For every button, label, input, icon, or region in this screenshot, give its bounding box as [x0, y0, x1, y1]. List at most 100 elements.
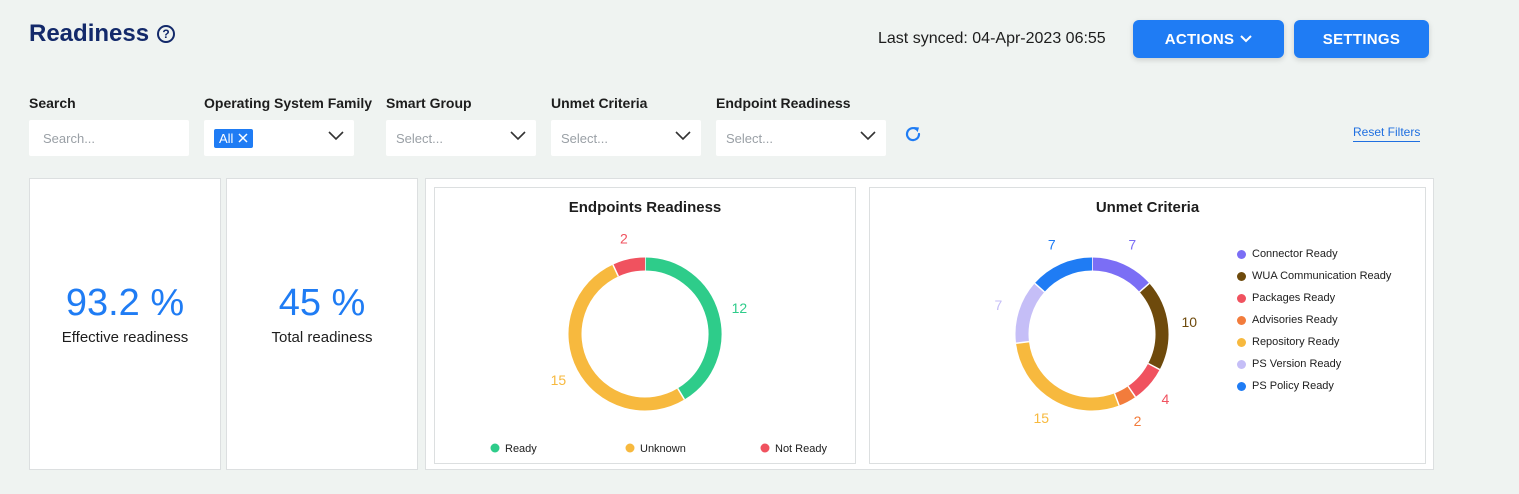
donut-value-label: 2 — [1134, 413, 1142, 429]
donut-slice-not-ready[interactable] — [612, 257, 646, 277]
legend-label: Not Ready — [775, 443, 827, 455]
donut-value-label: 7 — [1048, 237, 1056, 253]
slice-separator — [1034, 282, 1045, 293]
chevron-down-icon[interactable] — [675, 131, 691, 141]
donut-value-label: 4 — [1161, 391, 1169, 407]
endpoints-readiness-card: Endpoints Readiness 12 15 2 Ready Unknown Not… — [434, 187, 856, 464]
help-icon[interactable]: ? — [157, 25, 176, 43]
os-family-tag-label: All — [219, 130, 234, 146]
legend-dot — [1237, 359, 1246, 369]
chart-title: Endpoints Readiness — [568, 199, 722, 216]
settings-button[interactable]: SETTINGS — [1294, 20, 1429, 58]
endpoint-readiness-label: Endpoint Readiness — [716, 95, 851, 111]
search-placeholder: Search... — [43, 130, 96, 146]
legend-item-wua-communication-ready[interactable]: WUA Communication Ready — [1237, 270, 1391, 282]
legend-item-ps-version-ready[interactable]: PS Version Ready — [1237, 358, 1341, 370]
total-readiness-label: Total readiness — [271, 329, 373, 346]
slice-separator — [677, 388, 686, 400]
total-readiness-card: 45 % Total readiness — [226, 178, 418, 470]
search-label: Search — [29, 95, 76, 111]
legend-dot — [1237, 271, 1246, 281]
legend-item-repository-ready[interactable]: Repository Ready — [1237, 336, 1339, 348]
legend-dot — [1237, 293, 1246, 303]
charts-panel: Endpoints Readiness 12 15 2 Ready Unknown Not… — [425, 178, 1434, 470]
chart-title: Unmet Criteria — [1095, 199, 1200, 216]
donut-slice-packages-ready[interactable] — [1127, 363, 1160, 397]
search-input[interactable]: Search... — [29, 120, 189, 156]
page-header: Readiness ? — [29, 20, 176, 48]
donut-slice-advisories-ready[interactable] — [1114, 386, 1136, 406]
legend-label: Unknown — [640, 443, 686, 455]
legend-label: PS Policy Ready — [1252, 380, 1334, 392]
donut-value-label: 7 — [995, 297, 1003, 313]
os-family-tag[interactable]: All — [214, 128, 254, 148]
donut-value-label: 15 — [1034, 410, 1050, 426]
legend-label: Ready — [505, 443, 537, 455]
legend-label: PS Version Ready — [1252, 358, 1342, 370]
donut-slice-ps-version-ready[interactable] — [1015, 283, 1045, 344]
slice-separator — [1113, 393, 1120, 406]
legend-item-unknown[interactable]: Unknown — [625, 443, 686, 455]
legend-label: WUA Communication Ready — [1252, 270, 1392, 282]
actions-button[interactable]: ACTIONS — [1133, 20, 1284, 58]
endpoint-readiness-placeholder: Select... — [726, 130, 773, 146]
legend-item-connector-ready[interactable]: Connector Ready — [1237, 248, 1338, 260]
donut-slice-repository-ready[interactable] — [1016, 341, 1120, 411]
legend-dot — [625, 443, 635, 453]
legend-dot — [1237, 249, 1246, 259]
slice-separator — [1147, 362, 1161, 371]
legend-label: Packages Ready — [1252, 292, 1336, 304]
effective-readiness-label: Effective readiness — [61, 329, 189, 346]
donut-value-label: 7 — [1128, 237, 1136, 253]
unmet-criteria-card: Unmet Criteria 7 10 4 2 15 7 7 Connector Ready… — [869, 187, 1426, 464]
chevron-down-icon[interactable] — [860, 131, 876, 141]
chevron-down-icon[interactable] — [328, 131, 344, 141]
smart-group-placeholder: Select... — [396, 130, 443, 146]
unmet-criteria-placeholder: Select... — [561, 130, 608, 146]
donut-slice-ready[interactable] — [644, 257, 722, 400]
page-title: Readiness — [29, 20, 150, 47]
slice-separator — [1127, 385, 1137, 398]
unmet-criteria-select[interactable]: Select... — [551, 120, 701, 156]
donut-slice-unknown[interactable] — [568, 264, 685, 411]
unmet-criteria-donut: 7 10 4 2 15 7 7 — [995, 237, 1198, 429]
donut-value-label: 10 — [1181, 314, 1197, 330]
reset-filters-link[interactable]: Reset Filters — [1353, 125, 1421, 142]
legend-dot — [1237, 315, 1246, 325]
donut-value-label: 2 — [620, 230, 628, 246]
effective-readiness-value: 93.2 % — [65, 282, 185, 324]
last-synced-text: Last synced: 04-Apr-2023 06:55 — [878, 30, 1106, 47]
donut-slice-ps-policy-ready[interactable] — [1034, 257, 1093, 293]
smart-group-select[interactable]: Select... — [386, 120, 536, 156]
slice-separator — [1015, 340, 1030, 344]
legend-item-advisories-ready[interactable]: Advisories Ready — [1237, 314, 1338, 326]
os-family-select[interactable]: All — [204, 120, 354, 156]
donut-value-label: 12 — [732, 300, 748, 316]
slice-separator — [1139, 282, 1150, 293]
legend-item-ps-policy-ready[interactable]: PS Policy Ready — [1237, 380, 1334, 392]
legend-dot — [490, 443, 500, 453]
legend-label: Connector Ready — [1252, 248, 1338, 260]
legend-label: Repository Ready — [1252, 336, 1340, 348]
legend-dot — [1237, 337, 1246, 347]
close-icon[interactable] — [238, 133, 248, 143]
endpoint-readiness-select[interactable]: Select... — [716, 120, 886, 156]
slice-separator — [612, 264, 620, 277]
legend-item-ready[interactable]: Ready — [490, 443, 538, 455]
unmet-criteria-label: Unmet Criteria — [551, 95, 648, 111]
total-readiness-value: 45 % — [278, 282, 366, 324]
refresh-icon[interactable] — [903, 124, 923, 144]
effective-readiness-card: 93.2 % Effective readiness — [29, 178, 221, 470]
chevron-down-icon — [1240, 35, 1253, 43]
endpoints-readiness-donut: 12 15 2 Ready Unknown Not Ready — [490, 230, 828, 455]
donut-slice-connector-ready[interactable] — [1091, 257, 1150, 293]
chevron-down-icon[interactable] — [510, 131, 526, 141]
smart-group-label: Smart Group — [386, 95, 472, 111]
os-family-label: Operating System Family — [204, 95, 373, 111]
legend-dot — [760, 443, 770, 453]
legend-item-not-ready[interactable]: Not Ready — [760, 443, 828, 455]
donut-slice-wua-communication-ready[interactable] — [1139, 283, 1169, 370]
legend-dot — [1237, 381, 1246, 391]
legend-item-packages-ready[interactable]: Packages Ready — [1237, 292, 1335, 304]
legend-label: Advisories Ready — [1252, 314, 1338, 326]
